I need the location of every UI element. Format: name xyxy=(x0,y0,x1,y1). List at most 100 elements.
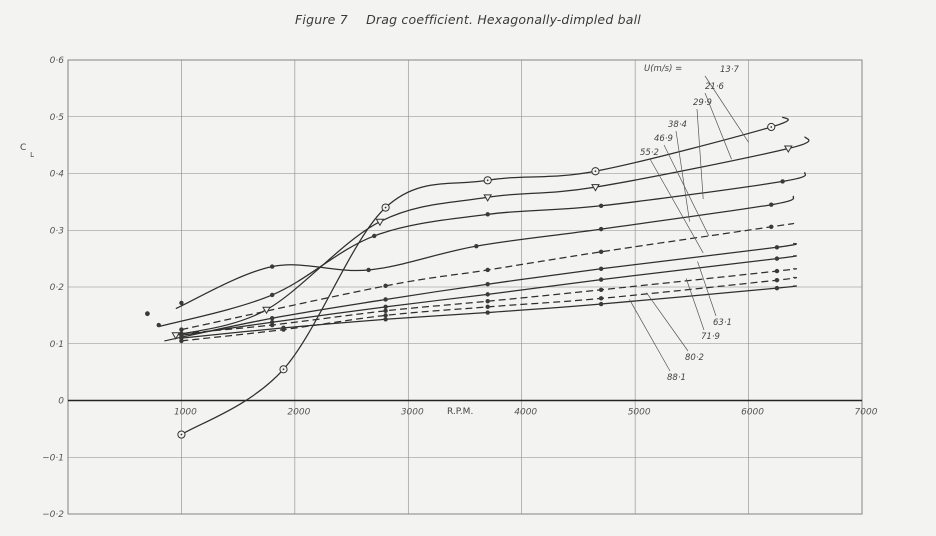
axes: 1000 2000 3000 4000 5000 6000 7000 0·6 0·5 0·4 0·3… xyxy=(42,56,878,520)
x-tick-label: 2000 xyxy=(287,408,310,418)
data-point xyxy=(383,297,388,302)
x-tick-label: 6000 xyxy=(741,408,764,418)
y-tick-label: −0·1 xyxy=(42,453,64,463)
data-point xyxy=(366,267,371,273)
legend-title: U(m/s) = xyxy=(644,64,682,74)
series-lines xyxy=(158,116,810,436)
data-point xyxy=(774,268,780,274)
series-line-3 xyxy=(175,195,795,310)
y-tick-label: 0 xyxy=(58,397,64,407)
data-point xyxy=(485,267,490,273)
data-point xyxy=(598,203,604,209)
series-leader-line xyxy=(697,261,717,317)
series-leader-line xyxy=(685,278,705,331)
series-leader-line xyxy=(629,299,671,372)
series-leader-line xyxy=(646,292,689,352)
data-point-center xyxy=(282,368,285,371)
data-point xyxy=(485,212,490,217)
series-label: 13·7 xyxy=(720,65,740,75)
series-line-2 xyxy=(158,171,807,328)
data-point xyxy=(591,184,600,192)
y-tick-label: 0·4 xyxy=(50,170,65,180)
figure-number: Figure 7 xyxy=(295,12,348,27)
series-label: 55·2 xyxy=(640,148,659,158)
series-line-4 xyxy=(181,222,795,331)
data-point xyxy=(485,304,490,310)
series-label: 46·9 xyxy=(654,134,673,144)
y-tick-label: 0·3 xyxy=(50,226,65,236)
series-label: 29·9 xyxy=(693,98,712,108)
data-point xyxy=(485,281,490,287)
data-point xyxy=(269,316,275,321)
data-point xyxy=(485,298,490,304)
data-point xyxy=(485,292,490,297)
y-tick-label: 0·5 xyxy=(50,113,65,123)
x-axis-label: R.P.M. xyxy=(447,407,473,417)
data-point xyxy=(383,317,388,322)
data-point xyxy=(179,300,184,306)
series-label: 21·6 xyxy=(705,82,725,92)
data-point xyxy=(171,332,181,340)
data-point-center xyxy=(770,126,773,128)
series-leader-line xyxy=(704,75,749,143)
series-line-1 xyxy=(175,135,810,336)
series-line-0 xyxy=(181,116,789,436)
data-markers xyxy=(145,122,793,439)
data-point xyxy=(769,202,774,207)
data-point xyxy=(598,301,604,307)
series-labels: 13·7 21·6 29·9 38·4 46·9 55·2 63·1 71·9 80·2 88·1 xyxy=(629,65,749,383)
series-leader-line xyxy=(704,92,732,160)
data-point-center xyxy=(486,179,489,182)
data-point xyxy=(262,306,271,315)
series-label: 63·1 xyxy=(713,318,732,328)
data-point xyxy=(598,287,604,293)
data-point xyxy=(383,308,388,314)
y-tick-label: 0·1 xyxy=(50,340,64,350)
data-point xyxy=(269,322,275,328)
x-tick-label: 4000 xyxy=(514,408,537,418)
series-label: 71·9 xyxy=(701,332,720,342)
series-leader-line xyxy=(696,108,704,200)
data-point xyxy=(156,322,161,328)
data-point xyxy=(383,313,388,318)
data-point xyxy=(598,277,604,282)
data-point xyxy=(774,256,780,261)
data-point xyxy=(269,264,275,269)
grid xyxy=(67,59,863,515)
x-tick-label: 5000 xyxy=(628,408,651,418)
data-point-center xyxy=(384,206,387,209)
data-point xyxy=(474,243,479,249)
series-label: 88·1 xyxy=(667,373,686,383)
data-point xyxy=(485,310,490,315)
data-point xyxy=(598,249,604,255)
data-point xyxy=(598,266,604,272)
data-point-center xyxy=(594,170,597,173)
y-axis-label-subscript: L xyxy=(30,151,34,159)
y-tick-label: −0·2 xyxy=(42,510,64,520)
data-point xyxy=(598,226,604,232)
data-point xyxy=(483,194,493,202)
x-tick-label: 3000 xyxy=(401,408,424,418)
data-point xyxy=(783,145,793,154)
data-point xyxy=(780,179,785,184)
series-leader-line xyxy=(663,144,710,237)
x-tick-label: 1000 xyxy=(174,408,197,418)
series-leader-line xyxy=(649,158,704,254)
data-point xyxy=(179,331,184,336)
figure-caption: Drag coefficient. Hexagonally-dimpled ba… xyxy=(366,12,641,27)
data-point xyxy=(774,277,780,283)
series-leader-line xyxy=(675,130,690,222)
data-point xyxy=(269,292,275,298)
data-point xyxy=(383,283,388,289)
x-tick-label: 7000 xyxy=(855,408,878,418)
stray-point xyxy=(145,311,150,317)
series-label: 38·4 xyxy=(668,120,687,130)
data-point xyxy=(179,327,184,332)
data-point xyxy=(281,325,286,331)
y-tick-label: 0·6 xyxy=(50,56,65,66)
data-point xyxy=(598,296,604,301)
data-point xyxy=(769,224,774,230)
data-point xyxy=(774,285,780,291)
